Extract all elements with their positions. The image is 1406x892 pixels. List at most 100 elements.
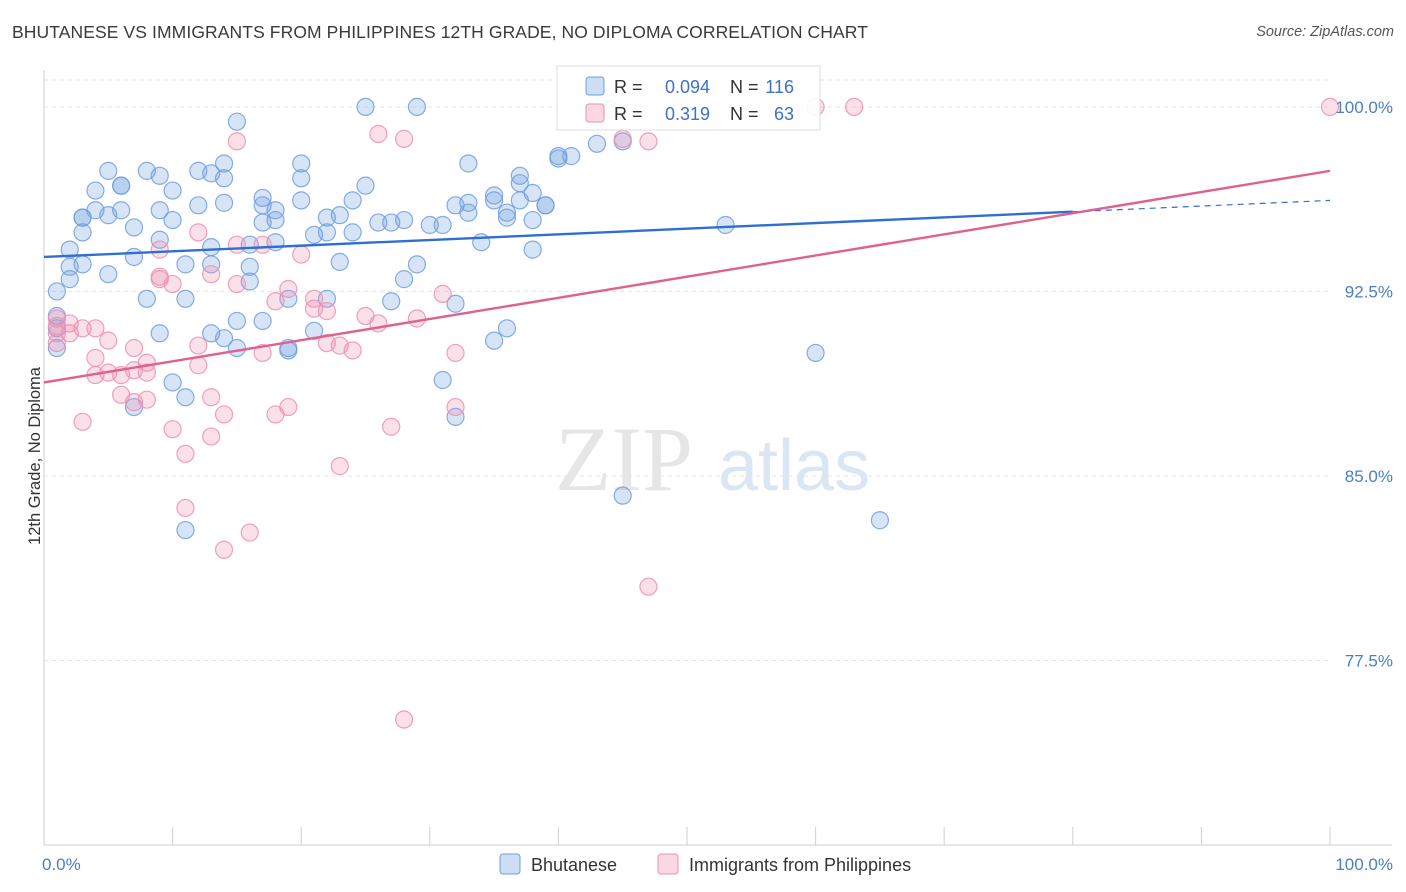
point-philippines-28 [189, 223, 208, 242]
chart-title: BHUTANESE VS IMMIGRANTS FROM PHILIPPINES… [12, 22, 869, 42]
point-bhutanese-15 [112, 201, 131, 220]
chart-source: Source: ZipAtlas.com [1256, 24, 1394, 40]
point-bhutanese-30 [176, 388, 195, 407]
y-tick-labels: 100.0% 92.5% 85.0% 77.5% [1335, 98, 1393, 671]
point-bhutanese-36 [202, 238, 221, 257]
point-bhutanese-115 [497, 319, 517, 338]
y-axis-title: 12th Grade, No Diploma [26, 366, 44, 545]
point-bhutanese-12 [99, 265, 118, 284]
legend-swatch-0 [499, 853, 521, 875]
point-bhutanese-67 [330, 252, 349, 272]
point-philippines-24 [163, 274, 182, 294]
point-philippines-46 [292, 245, 311, 264]
legend-swatch-1 [657, 853, 679, 875]
point-philippines-69 [1320, 97, 1340, 117]
point-bhutanese-101 [536, 196, 555, 215]
grid-lines [44, 79, 1330, 661]
point-philippines-9 [86, 319, 105, 338]
point-bhutanese-38 [214, 154, 234, 173]
y-tick-label-1: 92.5% [1345, 282, 1393, 301]
point-bhutanese-90 [485, 331, 504, 350]
point-philippines-27 [176, 498, 195, 518]
point-philippines-34 [214, 405, 234, 424]
point-philippines-60 [407, 309, 427, 328]
point-philippines-48 [304, 289, 324, 308]
point-philippines-51 [330, 457, 349, 476]
point-bhutanese-86 [459, 203, 478, 222]
legend: Bhutanese Immigrants from Philippines [499, 853, 911, 875]
point-bhutanese-73 [382, 292, 401, 311]
point-philippines-40 [253, 235, 272, 254]
x-tick-label-right: 100.0% [1335, 855, 1393, 874]
point-bhutanese-97 [523, 210, 542, 230]
stats-n-value-0: 116 [765, 77, 794, 97]
point-bhutanese-41 [214, 329, 234, 348]
point-bhutanese-93 [497, 203, 517, 222]
point-philippines-65 [639, 132, 658, 151]
trend-line-dashed-0 [1072, 199, 1331, 213]
legend-label-1: Immigrants from Philippines [689, 855, 911, 875]
point-philippines-8 [86, 348, 105, 367]
point-bhutanese-25 [163, 181, 182, 200]
point-philippines-66 [639, 577, 658, 596]
point-bhutanese-95 [510, 166, 529, 185]
y-tick-label-2: 85.0% [1345, 467, 1393, 486]
point-philippines-29 [189, 336, 208, 355]
point-bhutanese-84 [446, 294, 465, 313]
point-bhutanese-59 [292, 169, 311, 188]
point-bhutanese-19 [124, 218, 144, 237]
point-philippines-31 [202, 265, 221, 284]
point-philippines-19 [137, 363, 156, 382]
point-bhutanese-77 [407, 97, 427, 117]
point-bhutanese-11 [86, 181, 105, 200]
point-philippines-58 [394, 129, 414, 148]
point-bhutanese-9 [73, 223, 92, 242]
point-philippines-41 [253, 343, 272, 363]
point-bhutanese-31 [176, 520, 195, 540]
stats-swatch-1 [585, 103, 605, 123]
point-philippines-53 [343, 341, 362, 360]
point-philippines-12 [99, 331, 118, 350]
point-bhutanese-22 [150, 230, 169, 249]
point-bhutanese-52 [266, 201, 285, 220]
y-tick-label-3: 77.5% [1345, 651, 1393, 670]
stats-n-label-0: N = [730, 77, 759, 97]
point-philippines-44 [279, 397, 298, 417]
stats-r-value-1: 0.319 [665, 104, 710, 124]
point-bhutanese-106 [587, 134, 607, 153]
point-bhutanese-83 [446, 407, 465, 427]
point-philippines-7 [73, 412, 92, 431]
stats-r-label-0: R = [614, 77, 643, 97]
point-bhutanese-18 [124, 247, 144, 267]
point-bhutanese-85 [459, 193, 478, 212]
point-bhutanese-79 [420, 215, 439, 235]
point-bhutanese-68 [343, 223, 362, 242]
point-bhutanese-58 [292, 154, 311, 173]
point-philippines-25 [163, 420, 182, 439]
point-bhutanese-24 [150, 166, 169, 185]
stats-r-label-1: R = [614, 104, 643, 124]
data-points [47, 97, 1340, 729]
axes [43, 70, 1392, 846]
point-philippines-6 [73, 319, 92, 338]
point-bhutanese-113 [150, 324, 169, 343]
point-philippines-30 [189, 356, 208, 375]
point-philippines-37 [227, 235, 246, 254]
point-philippines-36 [227, 274, 246, 294]
point-bhutanese-29 [176, 289, 195, 308]
point-bhutanese-5 [60, 270, 79, 289]
point-philippines-26 [176, 444, 195, 463]
point-bhutanese-0 [47, 282, 66, 301]
point-bhutanese-99 [523, 183, 542, 203]
point-bhutanese-60 [292, 191, 311, 210]
point-philippines-38 [227, 132, 246, 151]
point-bhutanese-4 [60, 240, 79, 259]
point-bhutanese-48 [253, 311, 272, 331]
point-bhutanese-7 [73, 255, 92, 274]
point-bhutanese-53 [266, 210, 285, 230]
watermark-zip: ZIP [555, 408, 693, 510]
point-bhutanese-88 [472, 233, 491, 252]
point-bhutanese-44 [227, 112, 246, 131]
point-bhutanese-109 [716, 215, 735, 235]
